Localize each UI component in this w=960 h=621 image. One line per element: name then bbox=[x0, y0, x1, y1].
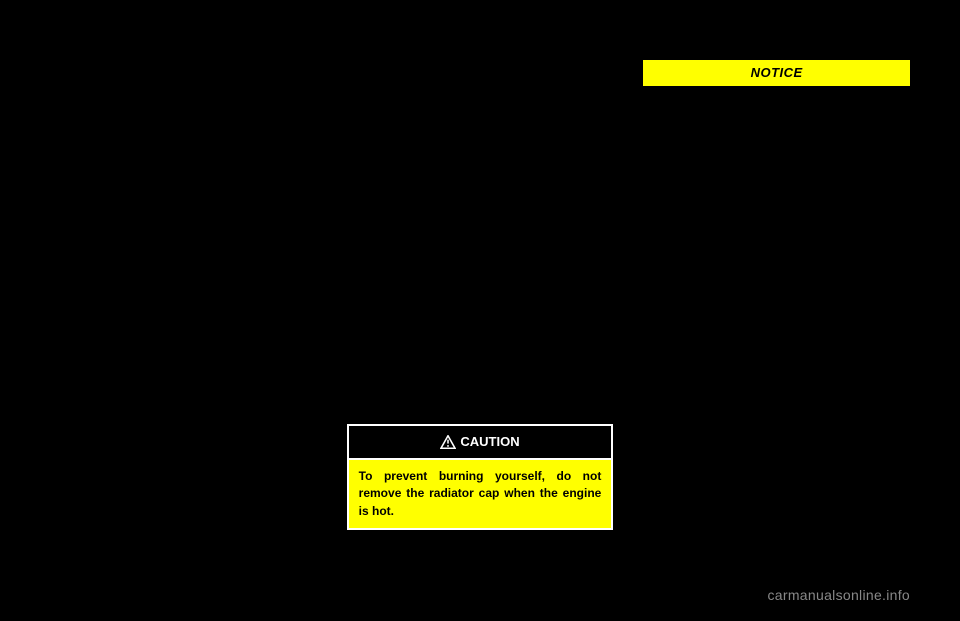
column-2: CAUTION To prevent burning yourself, do … bbox=[347, 40, 614, 530]
page-content: CAUTION To prevent burning yourself, do … bbox=[0, 0, 960, 560]
column-1-body bbox=[50, 40, 317, 530]
watermark-text: carmanualsonline.info bbox=[768, 587, 911, 603]
notice-box: NOTICE bbox=[643, 60, 910, 96]
caution-header: CAUTION bbox=[349, 426, 612, 460]
column-3: NOTICE bbox=[643, 40, 910, 530]
column-3-body: NOTICE bbox=[643, 40, 910, 530]
column-1 bbox=[50, 40, 317, 530]
notice-text bbox=[643, 86, 910, 96]
caution-text: To prevent burning yourself, do not remo… bbox=[349, 460, 612, 528]
column-2-body: CAUTION To prevent burning yourself, do … bbox=[347, 40, 614, 530]
warning-triangle-icon bbox=[440, 435, 456, 449]
caution-label: CAUTION bbox=[460, 432, 519, 452]
notice-label: NOTICE bbox=[643, 60, 910, 86]
caution-box: CAUTION To prevent burning yourself, do … bbox=[347, 424, 614, 530]
